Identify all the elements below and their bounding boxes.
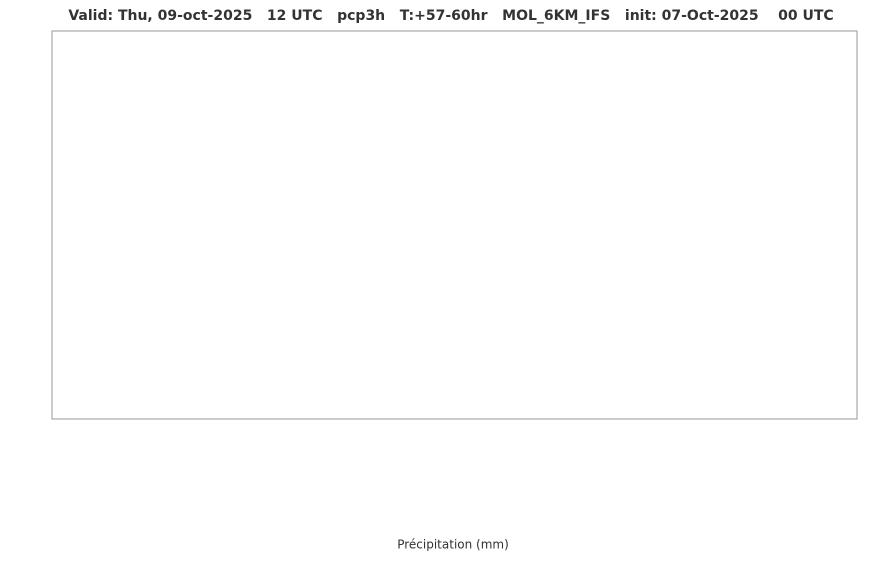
map-background <box>52 31 857 419</box>
colorbar-label: Précipitation (mm) <box>397 538 509 552</box>
map-title: Valid: Thu, 09-oct-2025 12 UTC pcp3h T:+… <box>68 8 833 24</box>
map-frame <box>51 30 858 420</box>
